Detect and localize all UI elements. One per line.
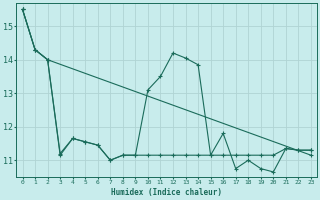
X-axis label: Humidex (Indice chaleur): Humidex (Indice chaleur) [111, 188, 222, 197]
